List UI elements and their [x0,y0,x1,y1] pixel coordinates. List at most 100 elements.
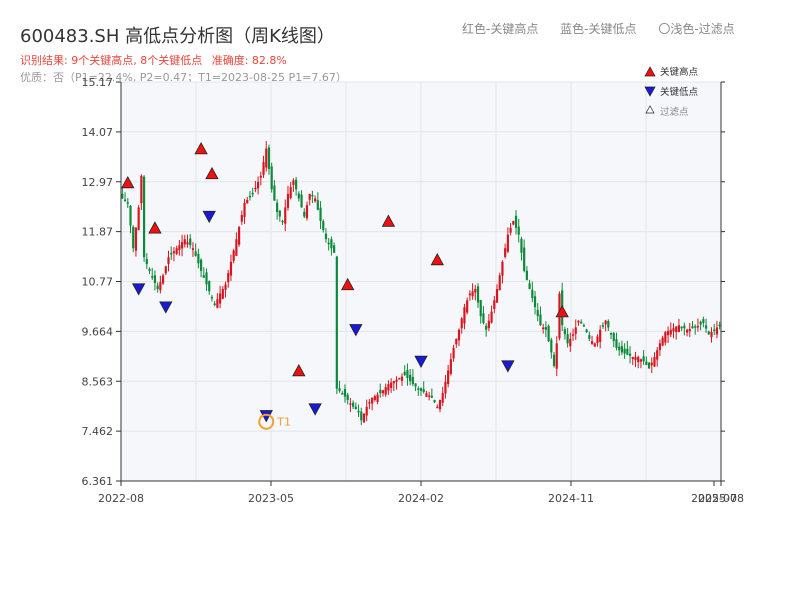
candle-body [512,221,515,225]
candle-body [121,194,124,199]
candle-body [419,388,423,391]
candle-body [713,329,716,332]
candle-body [552,354,556,366]
y-tick-label: 8.563 [82,375,114,388]
candle-body [620,346,624,353]
candle-body [265,148,268,168]
key-high-marker [381,214,396,227]
candle-body [528,283,531,289]
candle-body [645,361,648,365]
candle-body [343,388,347,397]
y-tick-label: 10.77 [82,276,114,289]
candle-body [205,272,208,285]
candle-body [387,384,390,391]
candle-body [194,251,197,256]
candle-body [295,179,298,190]
x-tick-label: 2025-08 [698,492,744,505]
candle-body [240,215,243,222]
candle-body [237,227,241,245]
key-low-marker [349,324,363,337]
candle-body [186,242,189,245]
candle-body [525,270,528,280]
chart-title: 600483.SH 高低点分析图（周K线图） [20,26,335,47]
candle-body [596,336,599,343]
candle-body [357,410,360,413]
candle-body [151,276,154,278]
legend-low-icon [644,86,656,97]
candle-body [213,303,216,306]
candle-body [360,411,363,421]
candle-body [487,320,490,329]
candle-body [430,395,433,398]
candle-body [123,199,127,202]
candle-body [395,379,398,382]
candle-body [447,370,450,385]
candle-body [333,245,336,253]
candle-body [433,399,436,403]
candle-body [259,175,262,178]
candle-body [585,329,588,333]
candle-body [468,293,471,296]
candle-body [257,181,260,189]
legend-filter-icon [645,105,655,114]
candle-body [593,343,596,347]
candle-body [218,293,222,304]
candle-body [156,285,159,289]
candle-body [666,330,670,336]
result-text: 识别结果: 9个关键高点, 8个关键低点 [20,54,203,67]
candle-body [563,329,566,335]
candle-body [148,268,151,271]
key-high-marker [341,277,355,291]
candle-body [303,211,306,217]
candle-body [688,329,691,332]
x-tick-label: 2025-07 [691,492,737,505]
candle-body [626,348,629,355]
inner-legend-label: 关键高点 [660,66,699,78]
candle-body [251,192,254,195]
y-tick-label: 6.361 [82,475,114,488]
candle-body [216,299,219,308]
candle-body [142,176,146,258]
candle-body [574,327,577,334]
candle-body [672,328,675,332]
candle-body [506,234,509,252]
candle-body [699,321,702,325]
candle-body [284,207,287,224]
candle-body [224,284,227,290]
candle-body [555,343,558,369]
key-high-marker [121,175,135,189]
candle-body [297,193,300,199]
candle-body [276,202,279,212]
candle-body [384,387,387,395]
key-high-marker [194,142,208,155]
candle-body [710,332,713,338]
candle-body [634,356,637,361]
candle-body [498,275,501,291]
candle-body [569,338,572,347]
candle-body [281,220,284,223]
t1-label: T1 [276,416,291,429]
candle-body [637,356,640,363]
candle-body [580,321,583,324]
candle-body [441,393,444,403]
candle-body [319,207,322,222]
candle-body [493,300,496,309]
candle-body [199,259,203,271]
candle-body [202,275,205,278]
result-line: 识别结果: 9个关键高点, 8个关键低点 准确度: 82.8% [20,52,293,68]
candle-body [536,309,539,317]
candle-body [590,341,594,344]
candle-body [604,320,607,325]
candle-body [145,258,148,265]
candle-body [278,210,281,217]
candle-body [175,248,178,254]
candle-body [180,242,184,249]
candle-body [335,256,338,389]
candle-body [322,221,325,231]
key-low-marker [202,210,216,224]
candle-body [691,326,694,329]
candle-body [368,402,371,404]
candle-body [479,300,482,317]
legend-low-text: 蓝色-关键低点 [560,22,637,36]
